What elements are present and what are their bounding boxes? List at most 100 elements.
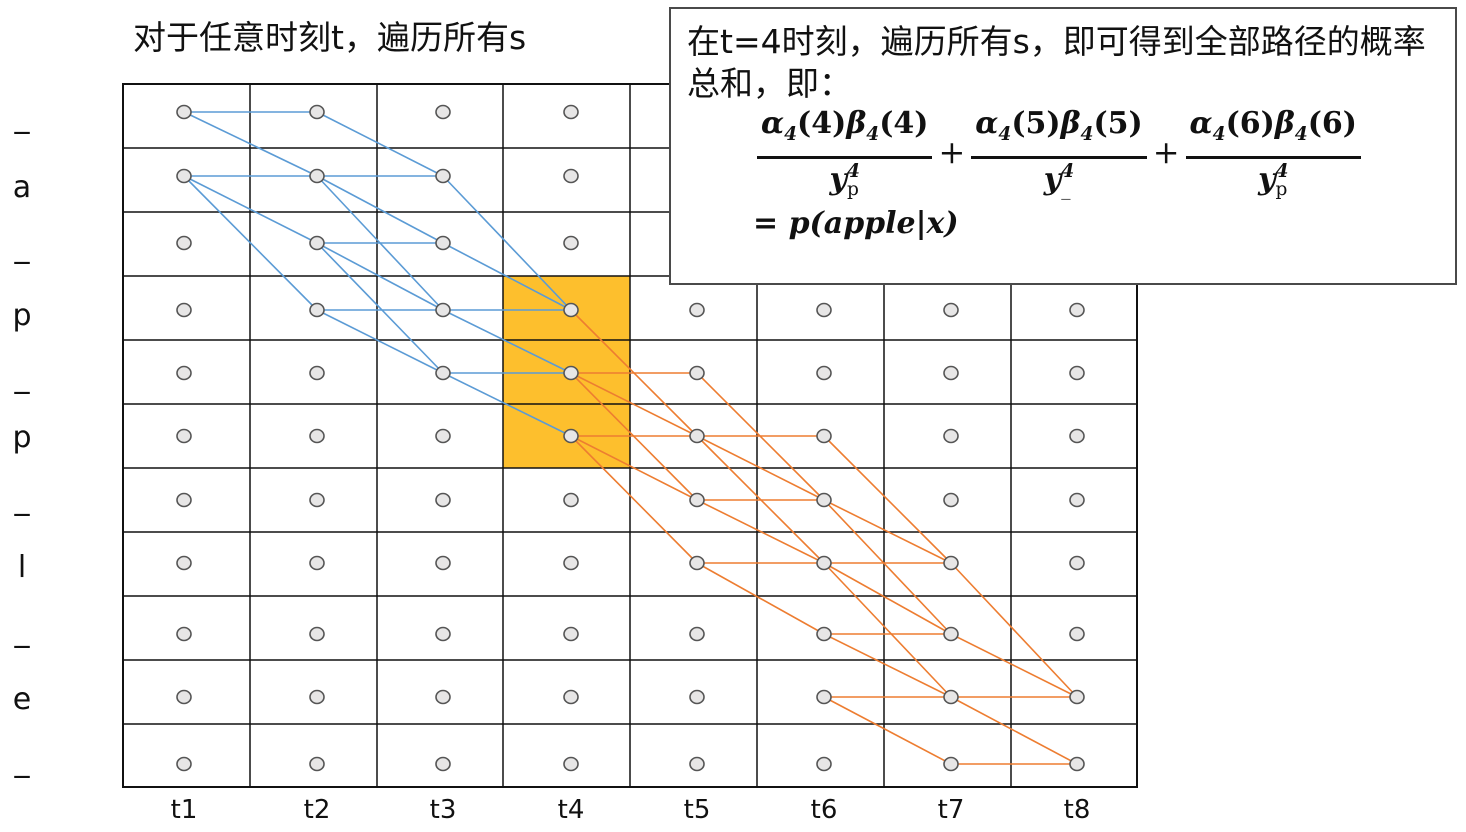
- state-label: _: [14, 360, 30, 395]
- lattice-node: [943, 492, 959, 508]
- lattice-node: [816, 756, 832, 772]
- lattice-node: [435, 756, 451, 772]
- lattice-node: [816, 365, 832, 381]
- state-label: _: [14, 744, 30, 779]
- forward-edge: [183, 175, 318, 311]
- lattice-node: [1069, 492, 1085, 508]
- fraction-numerator: α4(4)β4(4): [757, 105, 933, 159]
- state-label: _: [14, 614, 30, 649]
- lattice-node: [1069, 428, 1085, 444]
- time-label: t7: [937, 795, 965, 825]
- fraction-sum: α4(4)β4(4) y 4 p + α4(5)β4(5) y 4 _ + α4(6)β4(6) y 4…: [753, 105, 1365, 199]
- lattice-node: [563, 492, 579, 508]
- backward-edge: [570, 435, 698, 501]
- time-label: t4: [557, 795, 585, 825]
- lattice-node: [1069, 626, 1085, 642]
- lattice-node: [943, 365, 959, 381]
- lattice-node: [309, 168, 325, 184]
- lattice-node: [309, 492, 325, 508]
- lattice-node: [943, 428, 959, 444]
- lattice-node: [943, 689, 959, 705]
- lattice-node: [435, 626, 451, 642]
- lattice-node: [176, 104, 192, 120]
- backward-edge: [823, 562, 952, 635]
- plus-sign: +: [938, 133, 966, 171]
- forward-edge: [442, 242, 572, 311]
- lattice-node: [309, 689, 325, 705]
- forward-edge: [316, 111, 444, 177]
- backward-edge: [823, 435, 952, 564]
- forward-edge: [316, 242, 444, 311]
- callout-text: 在t=4时刻，遍历所有s，即可得到全部路径的概率总和，即：: [687, 22, 1426, 103]
- state-label: l: [17, 550, 27, 585]
- lattice-node: [176, 756, 192, 772]
- backward-edge: [950, 562, 1078, 698]
- fraction-term: α4(6)β4(6) y 4 p: [1185, 105, 1361, 200]
- lattice-node: [176, 235, 192, 251]
- lattice-node: [689, 428, 705, 444]
- lattice-node: [1069, 302, 1085, 318]
- forward-edge: [183, 175, 318, 244]
- lattice-node: [309, 235, 325, 251]
- lattice-node: [816, 492, 832, 508]
- lattice-node: [435, 555, 451, 571]
- lattice-node: [563, 235, 579, 251]
- backward-edge: [823, 499, 952, 635]
- lattice-node: [435, 492, 451, 508]
- state-label: _: [14, 100, 30, 135]
- lattice-node: [563, 756, 579, 772]
- lattice-node: [943, 555, 959, 571]
- time-label: t3: [429, 795, 457, 825]
- backward-edge: [696, 435, 825, 501]
- time-label: t1: [170, 795, 198, 825]
- fraction-term: α4(5)β4(5) y 4 _: [971, 105, 1147, 200]
- forward-edge: [316, 309, 444, 374]
- forward-edge: [442, 175, 572, 311]
- slide-title: 对于任意时刻t，遍历所有s: [133, 18, 527, 57]
- lattice-node: [176, 428, 192, 444]
- lattice-node: [816, 428, 832, 444]
- backward-edge: [823, 633, 952, 698]
- lattice-node: [309, 626, 325, 642]
- fraction-numerator: α4(5)β4(5): [971, 105, 1147, 159]
- backward-edge: [696, 499, 825, 564]
- lattice-node: [943, 626, 959, 642]
- lattice-node: [1069, 756, 1085, 772]
- lattice-node: [943, 756, 959, 772]
- lattice-node: [816, 555, 832, 571]
- backward-edge: [823, 696, 952, 765]
- state-label: _: [14, 230, 30, 265]
- lattice-node: [176, 302, 192, 318]
- time-label: t5: [683, 795, 711, 825]
- backward-edge: [823, 562, 952, 698]
- lattice-node: [309, 555, 325, 571]
- lattice-node: [689, 689, 705, 705]
- fraction-numerator: α4(6)β4(6): [1185, 105, 1361, 159]
- lattice-node: [176, 555, 192, 571]
- state-label: p: [12, 298, 32, 333]
- backward-edge: [823, 499, 952, 564]
- lattice-node: [943, 302, 959, 318]
- lattice-node: [176, 626, 192, 642]
- lattice-node: [689, 302, 705, 318]
- lattice-node: [435, 302, 451, 318]
- lattice-node: [435, 689, 451, 705]
- backward-edge: [570, 372, 698, 437]
- lattice-node: [435, 168, 451, 184]
- time-label: t8: [1063, 795, 1091, 825]
- forward-edge: [316, 175, 444, 244]
- lattice-node: [309, 302, 325, 318]
- backward-edge: [950, 696, 1078, 765]
- fraction-denominator: y 4 _: [1043, 161, 1075, 200]
- lattice-node: [689, 555, 705, 571]
- state-label: _: [14, 482, 30, 517]
- lattice-node: [563, 689, 579, 705]
- lattice-node: [176, 168, 192, 184]
- forward-edge: [442, 372, 572, 437]
- lattice-node: [563, 555, 579, 571]
- plus-sign: +: [1152, 133, 1180, 171]
- backward-edge: [696, 562, 825, 635]
